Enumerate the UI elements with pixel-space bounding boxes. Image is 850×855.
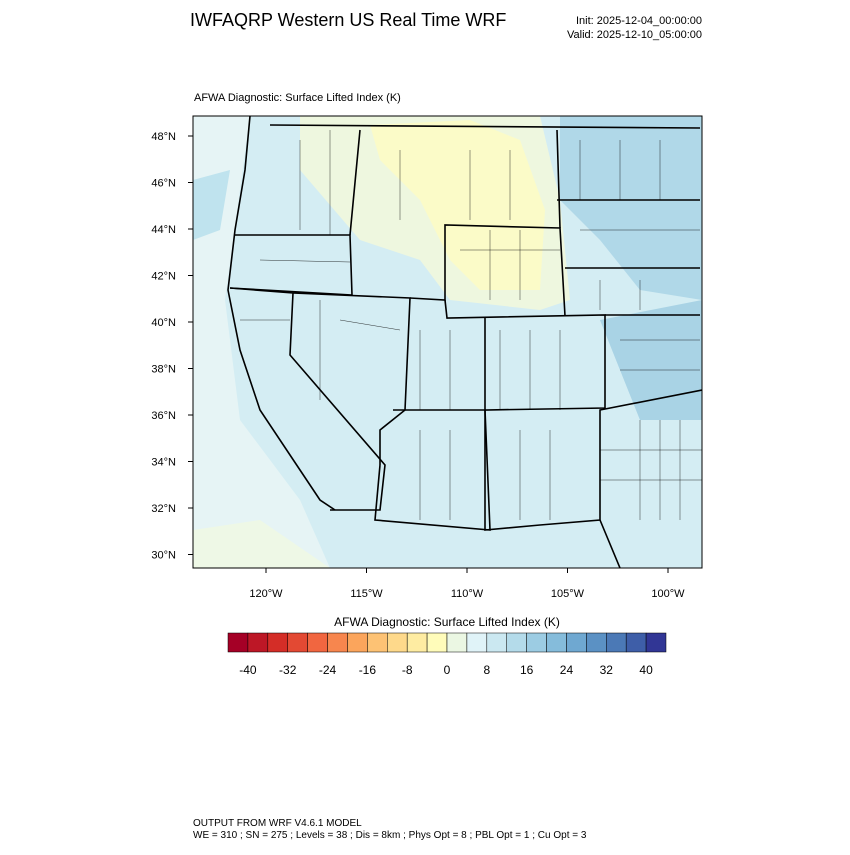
- colorbar-box: [426, 632, 448, 653]
- colorbar-box: [625, 632, 647, 653]
- colorbar-label: 16: [520, 663, 534, 677]
- map-frame: [192, 115, 703, 569]
- colorbar-box: [606, 632, 627, 653]
- boundaries: [227, 116, 702, 568]
- lon-label: 120°W: [249, 588, 283, 600]
- colorbar-box: [446, 632, 468, 653]
- lon-label: 115°W: [350, 588, 383, 600]
- colorbar-box: [406, 632, 428, 653]
- colorbar-box: [367, 632, 388, 653]
- colorbar-box: [466, 632, 488, 653]
- lat-label: 42°N: [151, 271, 176, 283]
- footer-line: OUTPUT FROM WRF V4.6.1 MODEL: [193, 818, 362, 829]
- colorbar-label: -8: [402, 663, 413, 677]
- colorbar: -40 -32 -24 -16 -8 0 8 16 24 32 40: [227, 632, 667, 677]
- colorbar-label: -16: [359, 663, 377, 677]
- colorbar-label: 8: [483, 663, 490, 677]
- colorbar-box: [546, 632, 567, 653]
- valid-time: Valid: 2025-12-10_05:00:00: [567, 29, 702, 41]
- lon-label: 105°W: [551, 588, 585, 600]
- colorbar-box: [645, 632, 667, 653]
- colorbar-label: 32: [600, 663, 614, 677]
- colorbar-label: 24: [560, 663, 574, 677]
- colorbar-title: AFWA Diagnostic: Surface Lifted Index (K…: [334, 615, 560, 629]
- lon-label: 100°W: [651, 588, 685, 600]
- lat-label: 44°N: [151, 224, 176, 236]
- lat-label: 46°N: [151, 178, 176, 190]
- lat-label: 48°N: [151, 131, 176, 143]
- init-time: Init: 2025-12-04_00:00:00: [576, 15, 702, 27]
- map-title: AFWA Diagnostic: Surface Lifted Index (K…: [194, 92, 401, 104]
- field-patch: [370, 120, 545, 290]
- colorbar-box: [506, 632, 527, 653]
- field-patch: [193, 170, 230, 240]
- field-patch: [560, 116, 702, 300]
- colorbar-box: [247, 632, 269, 653]
- colorbar-box: [486, 632, 507, 653]
- title: IWFAQRP Western US Real Time WRF: [190, 10, 506, 30]
- lat-label: 40°N: [151, 317, 176, 329]
- colorbar-box: [586, 632, 607, 653]
- colorbar-box: [287, 632, 308, 653]
- colorbar-box: [387, 632, 408, 653]
- map: 48°N 46°N 44°N 42°N 40°N 38°N 36°N 34°N 32°N 30°N…: [151, 115, 703, 600]
- colorbar-label: 0: [444, 663, 451, 677]
- colorbar-label: -40: [239, 663, 257, 677]
- footer-line: WE = 310 ; SN = 275 ; Levels = 38 ; Dis …: [193, 830, 587, 841]
- colorbar-box: [347, 632, 368, 653]
- colorbar-label: -24: [319, 663, 337, 677]
- lat-label: 38°N: [151, 364, 176, 376]
- county-lines: [240, 130, 702, 520]
- field-patch: [193, 520, 330, 568]
- colorbar-box: [566, 632, 587, 653]
- field-patch: [600, 300, 702, 420]
- colorbar-box: [327, 632, 348, 653]
- ocean-field: [193, 116, 330, 568]
- lat-label: 34°N: [151, 457, 176, 469]
- colorbar-label: -32: [279, 663, 297, 677]
- lat-label: 30°N: [151, 550, 176, 562]
- colorbar-box: [227, 632, 249, 653]
- lat-label: 36°N: [151, 410, 176, 422]
- colorbar-box: [526, 632, 547, 653]
- lat-label: 32°N: [151, 503, 176, 515]
- colorbar-box: [307, 632, 328, 653]
- colorbar-label: 40: [639, 663, 653, 677]
- lon-label: 110°W: [451, 588, 484, 600]
- colorbar-box: [267, 632, 288, 653]
